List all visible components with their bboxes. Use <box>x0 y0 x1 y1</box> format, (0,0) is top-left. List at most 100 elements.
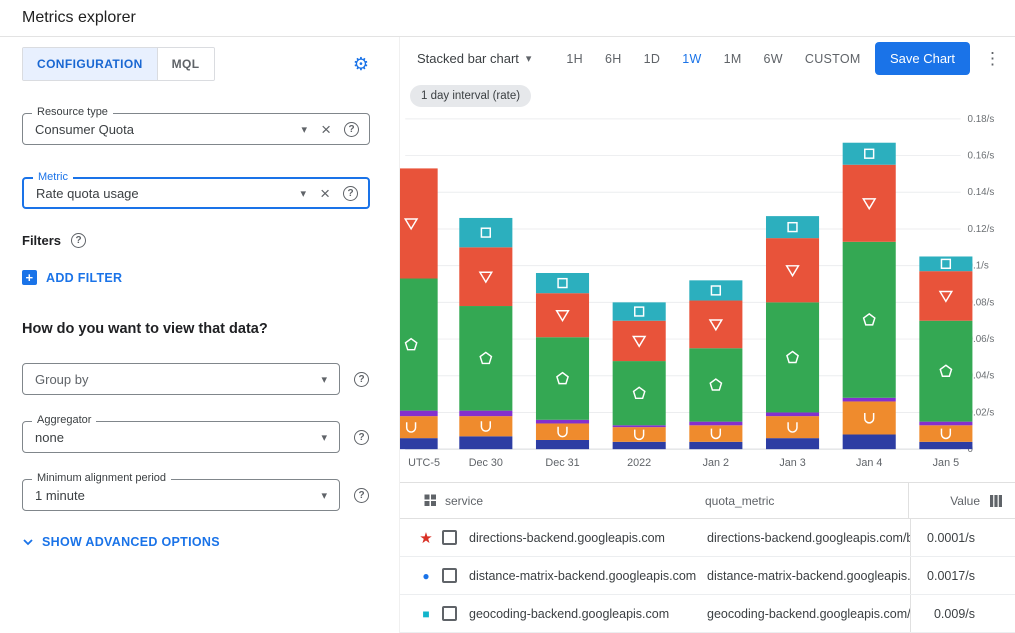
help-icon[interactable]: ? <box>344 121 359 137</box>
clear-icon[interactable]: × <box>320 183 330 203</box>
bar-segment-series-orange-jan-4[interactable] <box>842 401 896 435</box>
bar-segment-series-teal-2022[interactable] <box>612 302 666 321</box>
save-chart-button[interactable]: Save Chart <box>874 42 970 76</box>
clear-icon[interactable]: × <box>321 119 331 139</box>
y-axis-tick-label: 0.06/s <box>968 334 995 345</box>
page-title: Metrics explorer <box>22 9 136 26</box>
bar-segment-series-teal-dec-30[interactable] <box>459 218 513 248</box>
bar-segment-series-navy-jan-3[interactable] <box>765 438 820 450</box>
more-options-kebab-icon[interactable]: ⋮ <box>984 48 1001 68</box>
bar-segment-series-orange-dec-31[interactable] <box>535 423 590 441</box>
add-icon: + <box>22 270 37 285</box>
chart-type-dropdown[interactable]: Stacked bar chart ▾ <box>417 51 531 66</box>
bar-segment-series-green-jan-2[interactable] <box>689 348 743 422</box>
bar-segment-series-orange-2022[interactable] <box>612 427 666 443</box>
bar-segment-series-purple-partial[interactable] <box>400 410 438 417</box>
group-by-select[interactable]: Group by ▾ <box>22 363 340 395</box>
bar-segment-series-teal-jan-3[interactable] <box>765 216 820 239</box>
bar-segment-series-green-dec-31[interactable] <box>535 337 590 421</box>
view-columns-icon[interactable] <box>989 494 1003 508</box>
y-axis-tick-label: 0.18/s <box>968 114 995 125</box>
bar-segment-series-navy-dec-30[interactable] <box>459 436 513 450</box>
show-advanced-options-button[interactable]: SHOW ADVANCED OPTIONS <box>22 535 377 549</box>
range-button-1m[interactable]: 1M <box>723 51 742 66</box>
grid-icon[interactable] <box>424 494 437 507</box>
alignment-period-select[interactable]: Minimum alignment period 1 minute ▾ <box>22 472 340 511</box>
bar-segment-series-purple-dec-30[interactable] <box>459 410 513 417</box>
chevron-down-icon[interactable]: ▾ <box>300 187 307 200</box>
add-filter-button[interactable]: + ADD FILTER <box>22 270 377 285</box>
bar-segment-series-red-jan-4[interactable] <box>842 164 896 243</box>
bar-segment-series-purple-2022[interactable] <box>612 425 666 428</box>
row-checkbox[interactable] <box>442 568 457 583</box>
chevron-down-icon[interactable]: ▾ <box>321 373 327 386</box>
bar-segment-series-green-jan-4[interactable] <box>842 242 896 399</box>
bar-segment-series-green-jan-3[interactable] <box>765 302 820 413</box>
help-icon[interactable]: ? <box>71 233 87 248</box>
chevron-down-icon[interactable]: ▾ <box>301 123 308 136</box>
bar-segment-series-orange-dec-30[interactable] <box>459 416 513 437</box>
column-header-quota-metric[interactable]: quota_metric <box>705 493 775 508</box>
bar-segment-series-purple-dec-31[interactable] <box>535 420 590 424</box>
aggregator-select[interactable]: Aggregator none ▾ <box>22 414 340 453</box>
help-icon[interactable]: ? <box>354 371 369 387</box>
bar-segment-series-red-partial[interactable] <box>400 168 438 279</box>
pentagon-marker-icon <box>786 350 799 364</box>
y-axis-tick-label: 0 <box>968 444 974 455</box>
stacked-bar-chart[interactable]: 0 0.02/s 0.04/s 0.06/s 0.08/s 0.1/s 0.12/s 0.14… <box>400 111 1015 473</box>
bar-segment-series-navy-jan-5[interactable] <box>919 442 973 450</box>
metric-select[interactable]: Metric Rate quota usage ▾ × ? <box>22 171 370 209</box>
help-icon[interactable]: ? <box>354 429 369 445</box>
chevron-down-icon[interactable]: ▾ <box>321 489 327 502</box>
bar-segment-series-purple-jan-5[interactable] <box>919 421 973 426</box>
bar-segment-series-navy-partial[interactable] <box>400 438 438 450</box>
bar-segment-series-red-jan-3[interactable] <box>765 238 820 303</box>
help-icon[interactable]: ? <box>354 487 369 503</box>
bar-segment-series-orange-jan-3[interactable] <box>765 416 820 439</box>
bar-segment-series-green-jan-5[interactable] <box>919 320 973 422</box>
range-button-custom[interactable]: CUSTOM <box>804 51 861 66</box>
bar-segment-series-teal-jan-2[interactable] <box>689 280 743 301</box>
settings-gear-icon[interactable]: ⚙ <box>352 54 369 74</box>
add-filter-label: ADD FILTER <box>46 270 123 285</box>
bar-segment-series-teal-jan-4[interactable] <box>842 142 896 165</box>
table-row[interactable]: ● distance-matrix-backend.googleapis.com d… <box>400 557 1015 595</box>
bar-segment-series-green-2022[interactable] <box>612 361 666 426</box>
bar-segment-series-purple-jan-3[interactable] <box>765 412 820 417</box>
tab-configuration[interactable]: CONFIGURATION <box>23 48 157 80</box>
bar-segment-series-navy-jan-4[interactable] <box>842 434 896 450</box>
chevron-down-icon[interactable]: ▾ <box>321 431 327 444</box>
bar-segment-series-red-jan-2[interactable] <box>689 300 743 349</box>
tab-mql[interactable]: MQL <box>156 48 214 80</box>
table-row[interactable]: ■ geocoding-backend.googleapis.com geocodi… <box>400 595 1015 633</box>
table-row[interactable]: ★ directions-backend.googleapis.com direct… <box>400 519 1015 557</box>
bar-segment-series-red-2022[interactable] <box>612 320 666 362</box>
bar-segment-series-orange-jan-5[interactable] <box>919 425 973 443</box>
resource-type-select[interactable]: Resource type Consumer Quota ▾ × ? <box>22 106 370 145</box>
range-button-6w[interactable]: 6W <box>763 51 783 66</box>
bar-segment-series-red-dec-31[interactable] <box>535 293 590 338</box>
bar-segment-series-teal-dec-31[interactable] <box>535 273 590 294</box>
chevron-down-icon: ▾ <box>525 53 532 66</box>
bar-segment-series-navy-2022[interactable] <box>612 442 666 450</box>
range-button-1d[interactable]: 1D <box>643 51 661 66</box>
column-header-value[interactable]: Value <box>950 493 980 508</box>
help-icon[interactable]: ? <box>343 185 358 201</box>
row-checkbox[interactable] <box>442 530 457 545</box>
range-button-1w[interactable]: 1W <box>682 51 702 66</box>
bar-segment-series-navy-dec-31[interactable] <box>535 440 590 450</box>
bar-segment-series-orange-jan-2[interactable] <box>689 425 743 443</box>
bar-segment-series-green-dec-30[interactable] <box>459 306 513 411</box>
bar-segment-series-navy-jan-2[interactable] <box>689 442 743 450</box>
range-button-1h[interactable]: 1H <box>566 51 584 66</box>
bar-segment-series-teal-jan-5[interactable] <box>919 256 973 272</box>
bar-segment-series-purple-jan-2[interactable] <box>689 421 743 426</box>
column-header-service[interactable]: service <box>445 493 484 508</box>
bar-segment-series-red-jan-5[interactable] <box>919 271 973 321</box>
bar-segment-series-orange-partial[interactable] <box>400 416 438 439</box>
bar-segment-series-purple-jan-4[interactable] <box>842 398 896 402</box>
bar-segment-series-red-dec-30[interactable] <box>459 247 513 307</box>
range-button-6h[interactable]: 6H <box>605 51 622 66</box>
row-checkbox[interactable] <box>442 606 457 621</box>
service-cell: distance-matrix-backend.googleapis.com <box>469 568 697 583</box>
